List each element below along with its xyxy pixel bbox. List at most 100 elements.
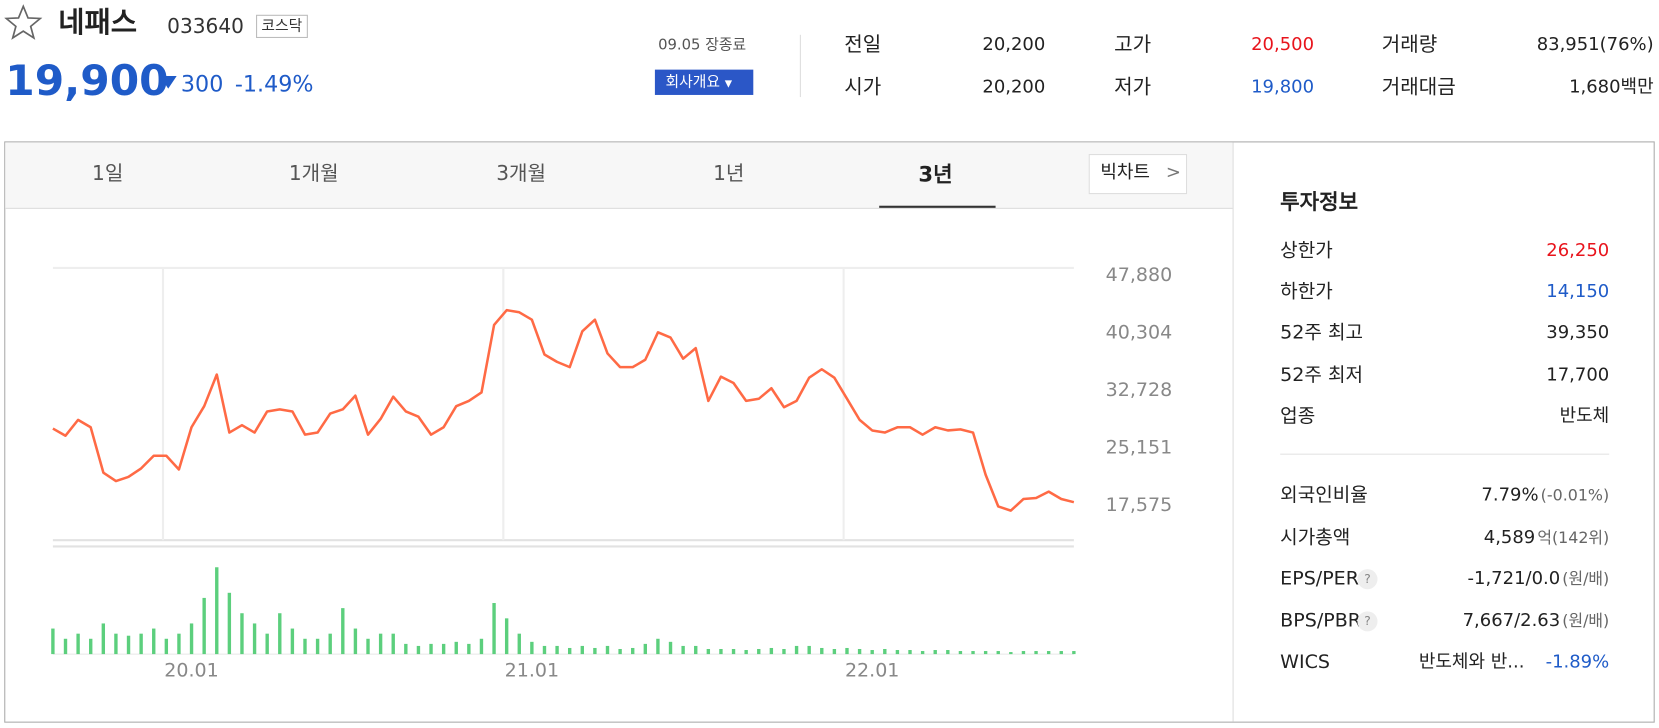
volume-bar <box>404 643 408 655</box>
volume-bar <box>895 650 900 655</box>
volume-bar <box>303 638 307 655</box>
info-value: -1,721/0.0 <box>1467 568 1561 590</box>
volume-bar <box>189 623 194 655</box>
info-note: (원/배) <box>1562 569 1610 589</box>
stat-label: 시가 <box>844 75 882 99</box>
big-chart-button[interactable] <box>1088 154 1188 195</box>
info-label: 52주 최저 <box>1280 363 1364 386</box>
volume-bar <box>315 638 320 655</box>
volume-bar <box>252 623 257 655</box>
chart-panel <box>4 141 1655 723</box>
y-tick-label: 47,880 <box>1106 264 1173 286</box>
stat-label: 거래량 <box>1381 33 1438 57</box>
stock-name: 네패스 <box>58 6 138 40</box>
volume-bar <box>555 645 559 655</box>
y-tick-label: 17,575 <box>1106 494 1173 516</box>
y-tick-label: 40,304 <box>1106 321 1173 343</box>
info-label: 상한가 <box>1280 239 1333 262</box>
volume-bar <box>820 647 824 655</box>
volume-bar <box>63 638 68 655</box>
company-button[interactable]: 회사개요 ▼ <box>654 69 754 95</box>
volume-bar <box>958 651 963 655</box>
volume-bar <box>152 628 156 655</box>
volume-bar <box>706 648 711 655</box>
info-value: 4,589 <box>1483 526 1536 548</box>
volume-bar <box>983 651 988 655</box>
volume-bar <box>530 641 534 655</box>
chevron: > <box>1165 161 1181 184</box>
info-note: (-0.01%) <box>1540 485 1610 505</box>
down-arrow <box>159 75 177 89</box>
info-value: 26,250 <box>1546 240 1610 262</box>
volume-bar <box>429 643 433 655</box>
company-button-label: 회사개요 <box>665 73 721 91</box>
info-value: 17,700 <box>1546 364 1610 386</box>
stat-value: 19,800 <box>1251 76 1315 98</box>
favorite-star[interactable] <box>4 4 43 40</box>
volume-bar <box>441 643 446 655</box>
volume-bar <box>908 650 912 655</box>
volume-bar <box>416 645 421 655</box>
tab-bar <box>5 142 1233 209</box>
volume-bar <box>567 647 572 655</box>
volume-bar <box>1059 651 1063 655</box>
volume-bar <box>139 633 143 655</box>
volume-bar <box>517 633 521 655</box>
stat-label: 전일 <box>844 33 882 57</box>
volume-bar <box>215 567 219 655</box>
volume-bar <box>782 648 786 655</box>
volume-bar <box>240 613 244 655</box>
x-tick-label: 22.01 <box>845 659 899 681</box>
volume-bar <box>366 638 370 655</box>
volume-bar <box>920 651 925 655</box>
stat-label: 거래대금 <box>1381 75 1456 99</box>
stat-label: 고가 <box>1114 33 1152 57</box>
volume-bar <box>265 633 269 655</box>
stat-value: 1,680백만 <box>1569 76 1654 98</box>
volume-bar <box>946 650 950 655</box>
volume-bar <box>845 647 849 655</box>
volume-bar <box>114 633 118 655</box>
info-title: 투자정보 <box>1280 188 1359 215</box>
x-tick-label: 20.01 <box>164 659 218 681</box>
info-value: 14,150 <box>1546 281 1610 303</box>
market-badge: 코스닥 <box>256 14 308 38</box>
tab[interactable]: 1일 <box>92 161 124 186</box>
help-icon[interactable]: ? <box>1357 569 1378 590</box>
tab[interactable]: 1년 <box>713 161 745 186</box>
volume-bar <box>504 618 509 655</box>
volume-bar <box>1046 651 1051 655</box>
big-chart-label: 빅차트 <box>1100 161 1150 184</box>
volume-bar <box>996 651 1000 655</box>
volume-bar <box>769 647 774 655</box>
volume-bar <box>454 641 458 655</box>
price-change: 300 <box>180 71 224 97</box>
tab-active[interactable]: 3년 <box>918 161 953 187</box>
volume-bar <box>794 645 799 655</box>
tab[interactable]: 1개월 <box>288 161 339 186</box>
volume-bar <box>870 650 874 655</box>
tab[interactable]: 3개월 <box>496 161 546 186</box>
info-label: WICS <box>1280 650 1331 674</box>
divider <box>799 34 801 98</box>
volume-bar <box>353 628 358 655</box>
volume-bar <box>1021 651 1026 655</box>
volume-bar <box>631 647 635 655</box>
volume-bar <box>618 648 622 655</box>
volume-bar <box>101 623 106 655</box>
info-label: 외국인비율 <box>1280 484 1368 507</box>
volume-bar <box>542 645 547 655</box>
stat-value: 20,200 <box>982 34 1046 56</box>
volume-bar <box>857 648 862 655</box>
volume-bar <box>744 650 748 655</box>
help-icon[interactable]: ? <box>1357 610 1378 631</box>
y-tick-label: 32,728 <box>1106 379 1173 401</box>
volume-bar <box>1034 651 1038 655</box>
volume-bar <box>378 633 383 655</box>
volume-bar <box>202 597 206 655</box>
info-label: 52주 최고 <box>1280 322 1364 345</box>
x-tick-label: 21.01 <box>505 659 559 681</box>
volume-bar <box>694 645 698 655</box>
